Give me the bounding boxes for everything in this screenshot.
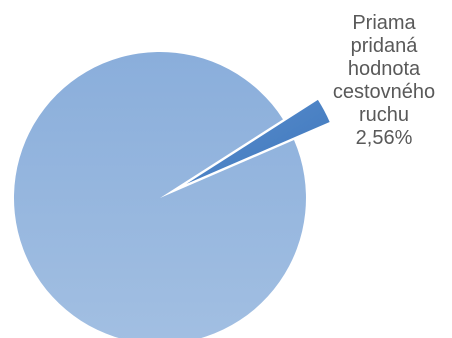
slice-label-small: Priama pridaná hodnota cestovného ruchu … (318, 12, 450, 150)
slice-label-line: pridaná (350, 35, 418, 57)
slice-label-line: ruchu (358, 104, 410, 126)
slice-label-line: Priama (352, 12, 416, 34)
slice-label-line: 2,56% (355, 127, 413, 149)
pie-slice-large (14, 52, 306, 338)
pie-slice-small (186, 99, 330, 184)
slice-label-line: hodnota (347, 58, 421, 80)
slice-label-line: cestovného (332, 81, 436, 103)
